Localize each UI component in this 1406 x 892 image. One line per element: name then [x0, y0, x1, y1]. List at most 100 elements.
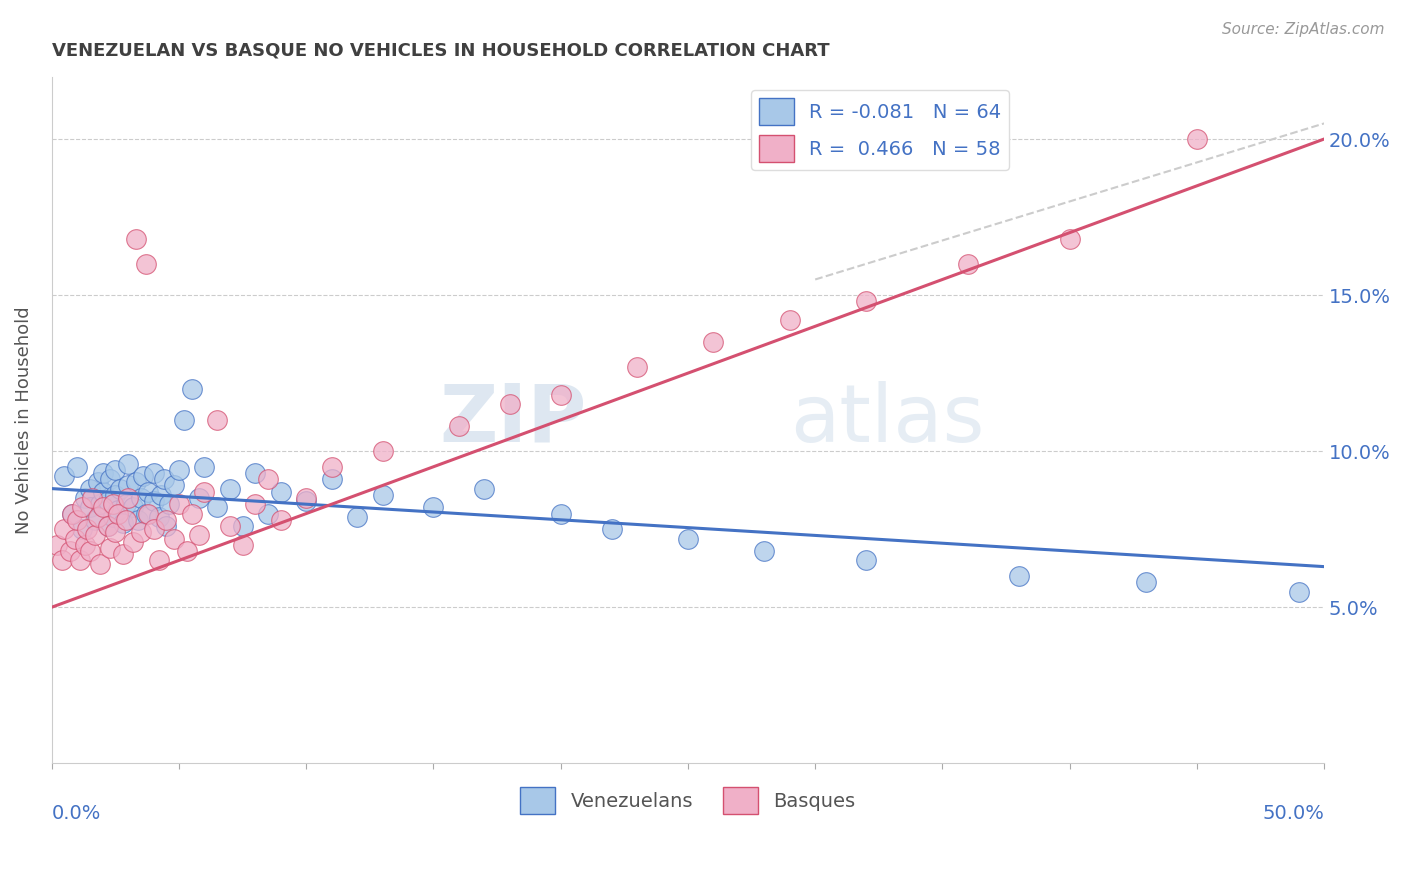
- Point: [600, 522, 623, 536]
- Point: [295, 494, 318, 508]
- Point: [167, 463, 190, 477]
- Point: [138, 507, 160, 521]
- Point: [97, 519, 120, 533]
- Point: [98, 541, 121, 555]
- Point: [1185, 132, 1208, 146]
- Point: [205, 500, 228, 515]
- Point: [79, 500, 101, 515]
- Point: [626, 359, 648, 374]
- Point: [270, 484, 292, 499]
- Point: [135, 507, 157, 521]
- Point: [91, 484, 114, 499]
- Point: [188, 528, 211, 542]
- Point: [193, 459, 215, 474]
- Point: [499, 397, 522, 411]
- Text: Source: ZipAtlas.com: Source: ZipAtlas.com: [1222, 22, 1385, 37]
- Point: [219, 519, 242, 533]
- Point: [155, 519, 177, 533]
- Point: [148, 553, 170, 567]
- Point: [72, 522, 94, 536]
- Point: [79, 544, 101, 558]
- Point: [855, 294, 877, 309]
- Point: [104, 525, 127, 540]
- Point: [125, 475, 148, 490]
- Point: [232, 519, 254, 533]
- Point: [550, 507, 572, 521]
- Point: [114, 497, 136, 511]
- Point: [155, 513, 177, 527]
- Point: [45, 538, 67, 552]
- Point: [447, 419, 470, 434]
- Point: [188, 491, 211, 505]
- Point: [104, 488, 127, 502]
- Point: [257, 507, 280, 521]
- Point: [152, 472, 174, 486]
- Point: [180, 507, 202, 521]
- Point: [1288, 584, 1310, 599]
- Point: [550, 388, 572, 402]
- Point: [122, 534, 145, 549]
- Point: [1135, 575, 1157, 590]
- Point: [58, 544, 80, 558]
- Point: [84, 528, 107, 542]
- Point: [676, 532, 699, 546]
- Point: [219, 482, 242, 496]
- Text: atlas: atlas: [790, 381, 984, 458]
- Point: [104, 463, 127, 477]
- Point: [754, 544, 776, 558]
- Point: [117, 491, 139, 505]
- Point: [107, 503, 129, 517]
- Point: [63, 532, 86, 546]
- Point: [150, 488, 173, 502]
- Point: [73, 491, 96, 505]
- Point: [86, 475, 108, 490]
- Point: [157, 497, 180, 511]
- Point: [86, 509, 108, 524]
- Point: [855, 553, 877, 567]
- Point: [232, 538, 254, 552]
- Text: VENEZUELAN VS BASQUE NO VEHICLES IN HOUSEHOLD CORRELATION CHART: VENEZUELAN VS BASQUE NO VEHICLES IN HOUS…: [52, 42, 830, 60]
- Point: [245, 497, 267, 511]
- Y-axis label: No Vehicles in Household: No Vehicles in Household: [15, 306, 32, 533]
- Point: [142, 494, 165, 508]
- Point: [371, 444, 394, 458]
- Point: [129, 491, 152, 505]
- Point: [472, 482, 495, 496]
- Point: [91, 500, 114, 515]
- Point: [321, 459, 343, 474]
- Point: [1008, 569, 1031, 583]
- Point: [129, 525, 152, 540]
- Point: [132, 469, 155, 483]
- Point: [89, 497, 111, 511]
- Point: [98, 472, 121, 486]
- Point: [125, 232, 148, 246]
- Point: [110, 482, 132, 496]
- Point: [60, 507, 83, 521]
- Point: [180, 382, 202, 396]
- Point: [422, 500, 444, 515]
- Point: [270, 513, 292, 527]
- Point: [107, 507, 129, 521]
- Point: [257, 472, 280, 486]
- Point: [346, 509, 368, 524]
- Point: [84, 513, 107, 527]
- Point: [66, 513, 89, 527]
- Text: ZIP: ZIP: [439, 381, 586, 458]
- Text: 0.0%: 0.0%: [52, 805, 101, 823]
- Point: [60, 507, 83, 521]
- Point: [76, 522, 98, 536]
- Point: [79, 482, 101, 496]
- Point: [111, 516, 134, 530]
- Point: [114, 513, 136, 527]
- Point: [89, 557, 111, 571]
- Point: [1059, 232, 1081, 246]
- Point: [97, 519, 120, 533]
- Point: [321, 472, 343, 486]
- Point: [138, 484, 160, 499]
- Point: [702, 334, 724, 349]
- Point: [135, 257, 157, 271]
- Point: [117, 457, 139, 471]
- Point: [295, 491, 318, 505]
- Point: [173, 413, 195, 427]
- Point: [167, 497, 190, 511]
